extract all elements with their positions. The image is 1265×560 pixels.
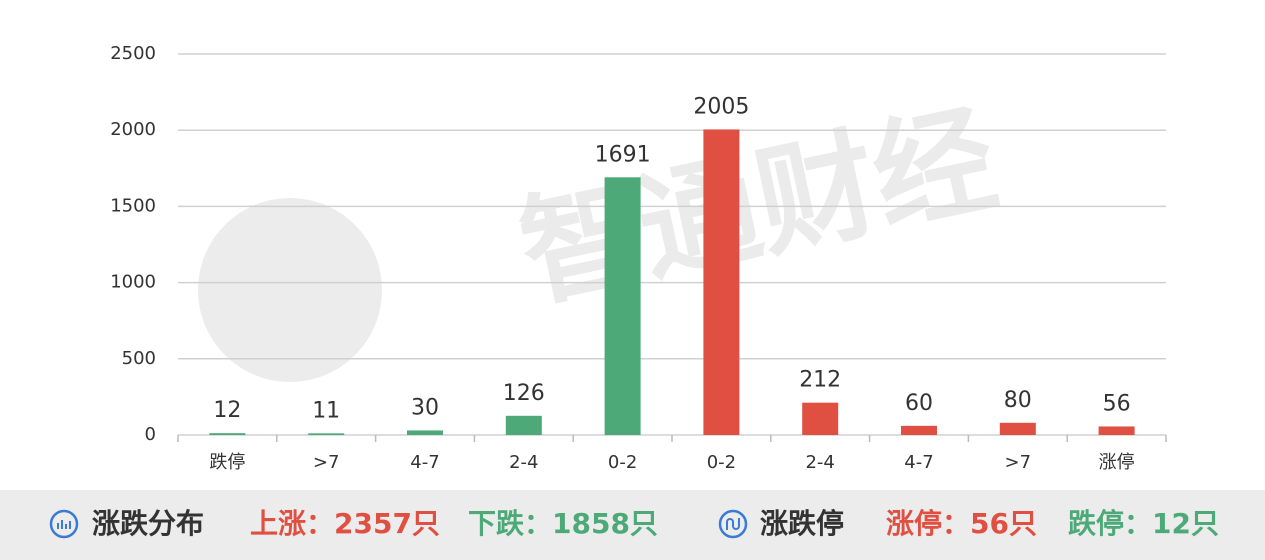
icon (718, 509, 748, 539)
y-tick-label: 1500 (110, 195, 156, 216)
x-tick-label: 涨停 (1099, 452, 1135, 473)
footer-limit-up: 涨停：56只 (886, 507, 1037, 540)
y-tick-label: 0 (145, 424, 156, 445)
x-tick-label: 2-4 (805, 452, 834, 473)
x-tick-label: 0-2 (608, 452, 637, 473)
x-tick-label: 4-7 (904, 452, 933, 473)
x-tick-label: 0-2 (707, 452, 736, 473)
data-label: 60 (905, 391, 933, 416)
data-label: 212 (799, 368, 841, 393)
bar (999, 422, 1036, 435)
bar (505, 415, 542, 435)
x-tick-label: 4-7 (410, 452, 439, 473)
footer-down: 下跌：1858只 (468, 507, 658, 540)
bar (802, 402, 839, 435)
footer-title: 涨跌停 (760, 507, 844, 540)
icon (49, 509, 79, 539)
data-label: 2005 (693, 94, 749, 119)
y-tick-label: 1000 (110, 272, 156, 293)
x-tick-label: >7 (313, 452, 340, 473)
y-tick-label: 2500 (110, 43, 156, 64)
x-tick-label: 跌停 (209, 452, 245, 473)
data-label: 1691 (595, 142, 651, 167)
bar (407, 430, 443, 435)
data-label: 126 (503, 381, 545, 406)
bar (703, 129, 740, 436)
bar (901, 425, 937, 435)
bar (308, 433, 345, 435)
data-label: 11 (312, 398, 340, 423)
footer-bar (0, 490, 1265, 560)
footer-title: 涨跌分布 (92, 507, 204, 540)
watermark-logo (198, 198, 382, 382)
data-label: 80 (1004, 388, 1032, 413)
bar (1098, 426, 1135, 435)
x-tick-label: 2-4 (509, 452, 538, 473)
bar (604, 177, 641, 435)
footer-up: 上涨：2357只 (250, 507, 440, 540)
icon (57, 520, 71, 529)
data-label: 12 (213, 398, 241, 423)
y-tick-label: 2000 (110, 119, 156, 140)
data-label: 56 (1103, 391, 1131, 416)
y-tick-label: 500 (122, 348, 156, 369)
watermark: 智通财经 (509, 89, 1007, 325)
bar (209, 433, 246, 435)
icon (726, 518, 740, 530)
data-label: 30 (411, 395, 439, 420)
x-tick-label: >7 (1005, 452, 1032, 473)
footer-limit-down: 跌停：12只 (1068, 507, 1219, 540)
